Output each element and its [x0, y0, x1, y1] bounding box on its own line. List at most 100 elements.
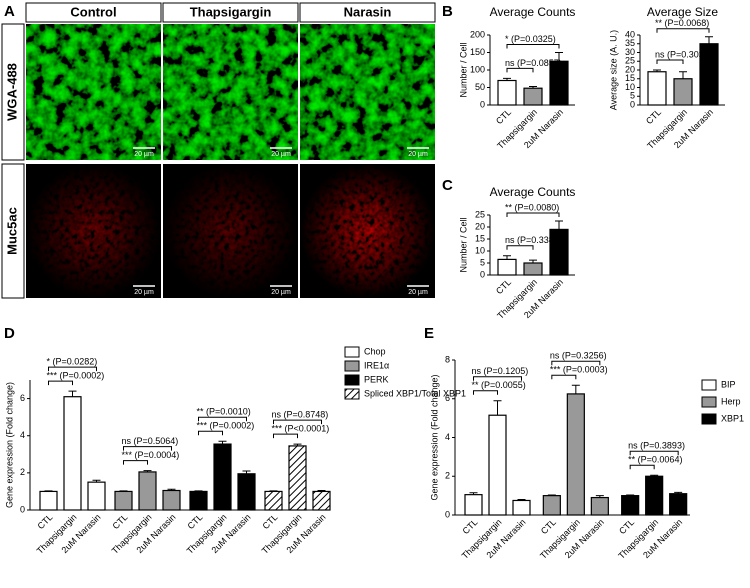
legend-swatch	[701, 379, 717, 391]
y-tick-label: 15	[625, 73, 635, 83]
error-bar	[242, 470, 251, 474]
micrograph-texture	[300, 24, 435, 160]
significance-label: ns (P=0.3031)	[655, 49, 712, 59]
panel-label: B	[442, 3, 453, 20]
bar	[237, 473, 256, 511]
significance-label: ns (P=0.5064)	[122, 436, 179, 446]
y-tick-label: 150	[470, 47, 485, 57]
error-bar	[529, 259, 537, 263]
significance-bracket	[198, 416, 247, 422]
significance-label: ns (P=0.1205)	[472, 366, 529, 376]
significance-label: ns (P=0.3893)	[628, 441, 685, 451]
significance-bracket	[48, 366, 97, 372]
error-bar	[493, 400, 502, 416]
error-bar	[68, 390, 77, 397]
significance-label: *** (P=0.0002)	[197, 421, 255, 431]
bar	[488, 414, 507, 516]
panel-label: A	[4, 3, 15, 20]
category-label: CTL	[644, 107, 663, 126]
y-axis-label: Gene expression (Fold change)	[429, 374, 439, 500]
y-tick-label: 35	[625, 38, 635, 48]
bar	[669, 493, 688, 516]
significance-bracket	[506, 245, 534, 250]
chart-title: Average Size	[647, 5, 718, 19]
error-bar	[143, 470, 152, 472]
legend-label: XBP1	[721, 413, 744, 423]
bar	[39, 490, 58, 511]
error-bar	[293, 443, 302, 446]
error-bar	[218, 440, 227, 445]
y-axis-label: Gene expression (Fold change)	[4, 382, 14, 508]
bar	[566, 393, 585, 516]
panel-a: Control Thapsigargin Narasin WGA-488 20 µm 20…	[1, 2, 436, 299]
scale-bar-label: 20 µm	[134, 151, 154, 158]
significance-bracket	[123, 446, 172, 451]
significance-label: ** (P=0.0064)	[628, 455, 682, 465]
error-bar	[571, 384, 580, 394]
significance-bracket	[473, 376, 522, 381]
bar	[288, 445, 307, 511]
error-bar	[503, 77, 511, 81]
y-tick-label: 10	[475, 245, 485, 255]
row-header-box	[1, 163, 25, 299]
legend-label: IRE1α	[364, 360, 389, 370]
error-bar	[555, 220, 563, 230]
y-tick-label: 30	[625, 47, 635, 57]
significance-label: ns (P=0.3256)	[550, 351, 607, 361]
column-header-box	[162, 2, 299, 23]
significance-bracket	[273, 433, 298, 439]
y-tick-label: 6	[20, 393, 25, 403]
y-tick-label: 0	[480, 269, 485, 279]
significance-label: ns (P=0.8748)	[272, 409, 329, 419]
error-bar	[674, 491, 683, 494]
y-axis-label: Number / Cell	[458, 42, 468, 97]
error-bar	[653, 69, 661, 72]
bar	[497, 258, 517, 276]
bar	[162, 489, 181, 511]
significance-label: ns (P=0.0857)	[505, 58, 562, 68]
row-header-box	[1, 23, 25, 161]
significance-bracket	[656, 59, 684, 64]
y-tick-label: 10	[625, 82, 635, 92]
bar	[138, 471, 157, 511]
error-bar	[503, 255, 511, 260]
panel-label: D	[4, 325, 15, 342]
significance-bracket	[551, 374, 577, 380]
scale-bar-label: 20 µm	[134, 289, 154, 296]
y-tick-label: 25	[475, 209, 485, 219]
significance-bracket	[198, 430, 223, 436]
error-bar	[317, 490, 326, 492]
micrograph-texture	[26, 24, 161, 160]
scale-bar-label: 20 µm	[408, 289, 428, 296]
error-bar	[44, 490, 53, 492]
legend-swatch	[344, 374, 360, 386]
legend-label: PERK	[364, 374, 389, 384]
significance-label: ns (P=0.3385)	[505, 235, 562, 245]
bar	[542, 495, 561, 516]
y-tick-label: 15	[475, 233, 485, 243]
panel-label: E	[424, 325, 434, 342]
significance-label: ** (P=0.0055)	[472, 380, 526, 390]
column-header-box	[25, 2, 162, 23]
significance-bracket	[506, 212, 560, 217]
error-bar	[705, 36, 713, 44]
significance-bracket	[656, 28, 710, 33]
bar	[114, 490, 133, 511]
bar	[523, 87, 543, 106]
chart-title: Average Counts	[490, 5, 576, 19]
error-bar	[547, 494, 556, 496]
legend-swatch	[701, 413, 717, 425]
legend-swatch	[344, 346, 360, 358]
y-tick-label: 8	[445, 354, 450, 364]
y-tick-label: 2	[445, 471, 450, 481]
legend-label: Chop	[364, 346, 386, 356]
legend-label: Spliced XBP1/Total XBP1	[364, 388, 466, 398]
significance-bracket	[551, 360, 601, 366]
category-label: CTL	[460, 517, 479, 536]
category-label: CTL	[617, 517, 636, 536]
error-bar	[555, 52, 563, 62]
bar	[673, 78, 693, 106]
error-bar	[529, 85, 537, 89]
error-bar	[595, 495, 604, 498]
column-header-box	[299, 2, 436, 23]
